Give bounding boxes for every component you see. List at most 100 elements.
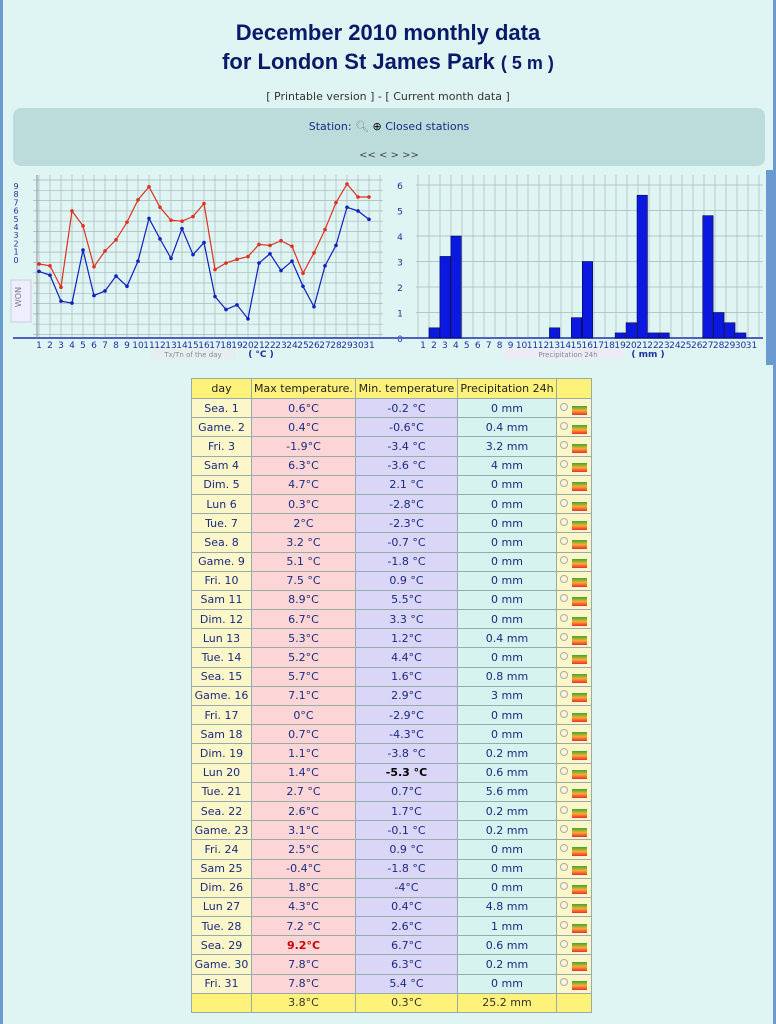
- day-detail-link[interactable]: [556, 762, 592, 783]
- max-temp-cell: 4.7°C: [251, 474, 356, 495]
- day-detail-link[interactable]: [556, 551, 592, 572]
- day-detail-link[interactable]: [556, 493, 592, 515]
- magnifier-chart-icon[interactable]: [560, 421, 588, 434]
- magnifier-chart-icon[interactable]: [560, 460, 588, 473]
- day-detail-link[interactable]: [556, 532, 592, 553]
- day-detail-link[interactable]: [556, 704, 592, 726]
- magnifier-chart-icon[interactable]: [560, 805, 588, 818]
- day-detail-link[interactable]: [556, 609, 592, 630]
- table-row: Fri. 31 7.8°C 5.4 °C 0 mm: [191, 973, 592, 994]
- day-detail-link[interactable]: [556, 647, 592, 668]
- search-icon[interactable]: 🔍︎: [355, 120, 370, 133]
- day-detail-link[interactable]: [556, 589, 592, 611]
- magnifier-chart-icon[interactable]: [560, 978, 588, 991]
- day-detail-link[interactable]: [556, 666, 592, 687]
- day-detail-link[interactable]: [556, 800, 592, 822]
- data-point-Tn: [136, 259, 140, 263]
- day-cell: Game. 2: [191, 417, 252, 438]
- magnifier-chart-icon[interactable]: [560, 479, 588, 492]
- max-temp-cell: 2.5°C: [251, 839, 356, 860]
- max-temp-cell: 1.8°C: [251, 877, 356, 898]
- magnifier-chart-icon[interactable]: [560, 709, 588, 722]
- day-detail-link[interactable]: [556, 724, 592, 745]
- magnifier-chart-icon[interactable]: [560, 690, 588, 703]
- magnifier-chart-icon[interactable]: [560, 882, 588, 895]
- magnifier-chart-icon[interactable]: [560, 517, 588, 530]
- magnifier-chart-icon[interactable]: [560, 594, 588, 607]
- magnifier-chart-icon[interactable]: [560, 575, 588, 588]
- day-detail-link[interactable]: [556, 896, 592, 918]
- x-tick-label: 7: [102, 341, 108, 351]
- min-temp-cell: 2.1 °C: [355, 474, 458, 495]
- data-point-Tn: [158, 237, 162, 241]
- table-row: Sea. 22 2.6°C 1.7°C 0.2 mm: [191, 800, 592, 822]
- day-cell: Sea. 22: [191, 800, 252, 822]
- precip-cell: 0 mm: [457, 973, 557, 994]
- day-detail-link[interactable]: [556, 397, 592, 419]
- magnifier-chart-icon[interactable]: [560, 920, 588, 933]
- crosshair-icon[interactable]: ⊕: [372, 120, 382, 133]
- day-detail-link[interactable]: [556, 973, 592, 994]
- magnifier-chart-icon[interactable]: [560, 613, 588, 626]
- x-tick-label: 10: [516, 341, 528, 351]
- max-temp-cell: 2°C: [251, 513, 356, 534]
- magnifier-chart-icon[interactable]: [560, 824, 588, 837]
- day-detail-link[interactable]: [556, 436, 592, 457]
- day-detail-link[interactable]: [556, 628, 592, 649]
- magnifier-chart-icon[interactable]: [560, 843, 588, 856]
- magnifier-chart-icon[interactable]: [560, 747, 588, 760]
- day-detail-link[interactable]: [556, 417, 592, 438]
- magnifier-chart-icon[interactable]: [560, 652, 588, 665]
- table-row: Sam 18 0.7°C -4.3°C 0 mm: [191, 724, 592, 745]
- closed-stations-link[interactable]: Closed stations: [385, 120, 470, 133]
- magnifier-chart-icon[interactable]: [560, 863, 588, 876]
- precip-cell: 0.2 mm: [457, 954, 557, 975]
- x-tick-label: 14: [560, 341, 572, 351]
- day-detail-link[interactable]: [556, 685, 592, 707]
- min-temp-cell: -1.8 °C: [355, 858, 458, 879]
- magnifier-chart-icon[interactable]: [560, 901, 588, 914]
- day-detail-link[interactable]: [556, 570, 592, 591]
- day-detail-link[interactable]: [556, 743, 592, 764]
- magnifier-chart-icon[interactable]: [560, 498, 588, 511]
- magnifier-chart-icon[interactable]: [560, 786, 588, 799]
- day-detail-link[interactable]: [556, 916, 592, 937]
- month-navigation[interactable]: << < > >>: [359, 150, 419, 161]
- day-detail-link[interactable]: [556, 839, 592, 860]
- table-row: Sam 11 8.9°C 5.5°C 0 mm: [191, 589, 592, 611]
- magnifier-chart-icon[interactable]: [560, 536, 588, 549]
- magnifier-chart-icon[interactable]: [560, 939, 588, 952]
- day-detail-link[interactable]: [556, 820, 592, 841]
- y-tick-label: 1: [13, 248, 18, 257]
- max-temp-cell: 7.5 °C: [251, 570, 356, 591]
- y-tick-label: 3: [13, 231, 18, 240]
- current-month-link[interactable]: [ Current month data ]: [385, 90, 510, 103]
- magnifier-chart-icon[interactable]: [560, 959, 588, 972]
- day-detail-link[interactable]: [556, 781, 592, 802]
- data-point-Tn: [323, 264, 327, 268]
- magnifier-chart-icon[interactable]: [560, 632, 588, 645]
- day-detail-link[interactable]: [556, 954, 592, 975]
- precip-cell: 0 mm: [457, 513, 557, 534]
- day-detail-link[interactable]: [556, 858, 592, 879]
- precip-cell: 0 mm: [457, 551, 557, 572]
- magnifier-chart-icon[interactable]: [560, 556, 588, 569]
- printable-version-link[interactable]: [ Printable version ]: [266, 90, 375, 103]
- precip-cell: 0 mm: [457, 474, 557, 495]
- day-detail-link[interactable]: [556, 474, 592, 495]
- day-detail-link[interactable]: [556, 455, 592, 476]
- magnifier-chart-icon[interactable]: [560, 767, 588, 780]
- min-temp-cell: -2.8°C: [355, 493, 458, 515]
- magnifier-chart-icon[interactable]: [560, 440, 588, 453]
- magnifier-chart-icon[interactable]: [560, 671, 588, 684]
- day-cell: Fri. 17: [191, 704, 252, 726]
- precip-cell: 0.6 mm: [457, 935, 557, 956]
- magnifier-chart-icon[interactable]: [560, 728, 588, 741]
- precip-bar: [450, 235, 462, 339]
- day-detail-link[interactable]: [556, 877, 592, 898]
- max-temp-cell: 6.3°C: [251, 455, 356, 476]
- magnifier-chart-icon[interactable]: [560, 402, 588, 415]
- day-cell: Lun 27: [191, 896, 252, 918]
- day-detail-link[interactable]: [556, 935, 592, 956]
- day-detail-link[interactable]: [556, 513, 592, 534]
